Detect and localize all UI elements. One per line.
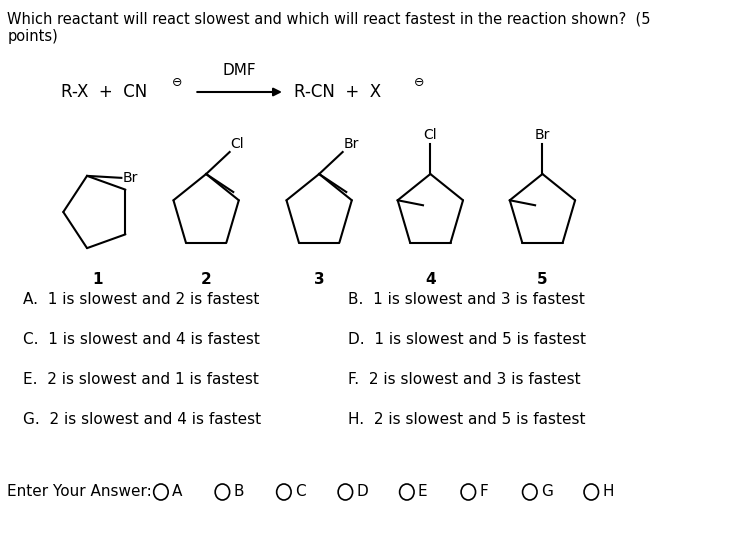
Text: G.  2 is slowest and 4 is fastest: G. 2 is slowest and 4 is fastest [22, 412, 261, 427]
Text: 3: 3 [314, 272, 325, 287]
Text: Br: Br [122, 171, 138, 185]
Text: Cl: Cl [231, 137, 244, 151]
Text: A.  1 is slowest and 2 is fastest: A. 1 is slowest and 2 is fastest [22, 293, 259, 307]
Text: E.  2 is slowest and 1 is fastest: E. 2 is slowest and 1 is fastest [22, 373, 258, 388]
Text: DMF: DMF [223, 63, 257, 78]
Text: C.  1 is slowest and 4 is fastest: C. 1 is slowest and 4 is fastest [22, 332, 260, 348]
Text: H.  2 is slowest and 5 is fastest: H. 2 is slowest and 5 is fastest [348, 412, 586, 427]
Text: Which reactant will react slowest and which will react fastest in the reaction s: Which reactant will react slowest and wh… [7, 12, 651, 44]
Text: R-X  +  CN: R-X + CN [61, 83, 148, 101]
Text: F: F [479, 485, 488, 500]
Text: F.  2 is slowest and 3 is fastest: F. 2 is slowest and 3 is fastest [348, 373, 580, 388]
Text: A: A [172, 485, 182, 500]
Text: 1: 1 [93, 272, 103, 287]
Text: Br: Br [344, 137, 359, 151]
Text: Enter Your Answer:: Enter Your Answer: [7, 485, 152, 500]
Text: B.  1 is slowest and 3 is fastest: B. 1 is slowest and 3 is fastest [348, 293, 585, 307]
Text: D: D [356, 485, 368, 500]
Text: D.  1 is slowest and 5 is fastest: D. 1 is slowest and 5 is fastest [348, 332, 586, 348]
Text: G: G [541, 485, 553, 500]
Text: 5: 5 [537, 272, 548, 287]
Text: 4: 4 [425, 272, 436, 287]
Text: H: H [602, 485, 614, 500]
Text: E: E [418, 485, 427, 500]
Text: Br: Br [535, 128, 550, 142]
Text: 2: 2 [201, 272, 212, 287]
Text: ⊖: ⊖ [172, 76, 182, 88]
Text: Cl: Cl [424, 128, 437, 142]
Text: ⊖: ⊖ [414, 76, 424, 88]
Text: C: C [295, 485, 305, 500]
Text: R-CN  +  X: R-CN + X [294, 83, 381, 101]
Text: B: B [233, 485, 244, 500]
